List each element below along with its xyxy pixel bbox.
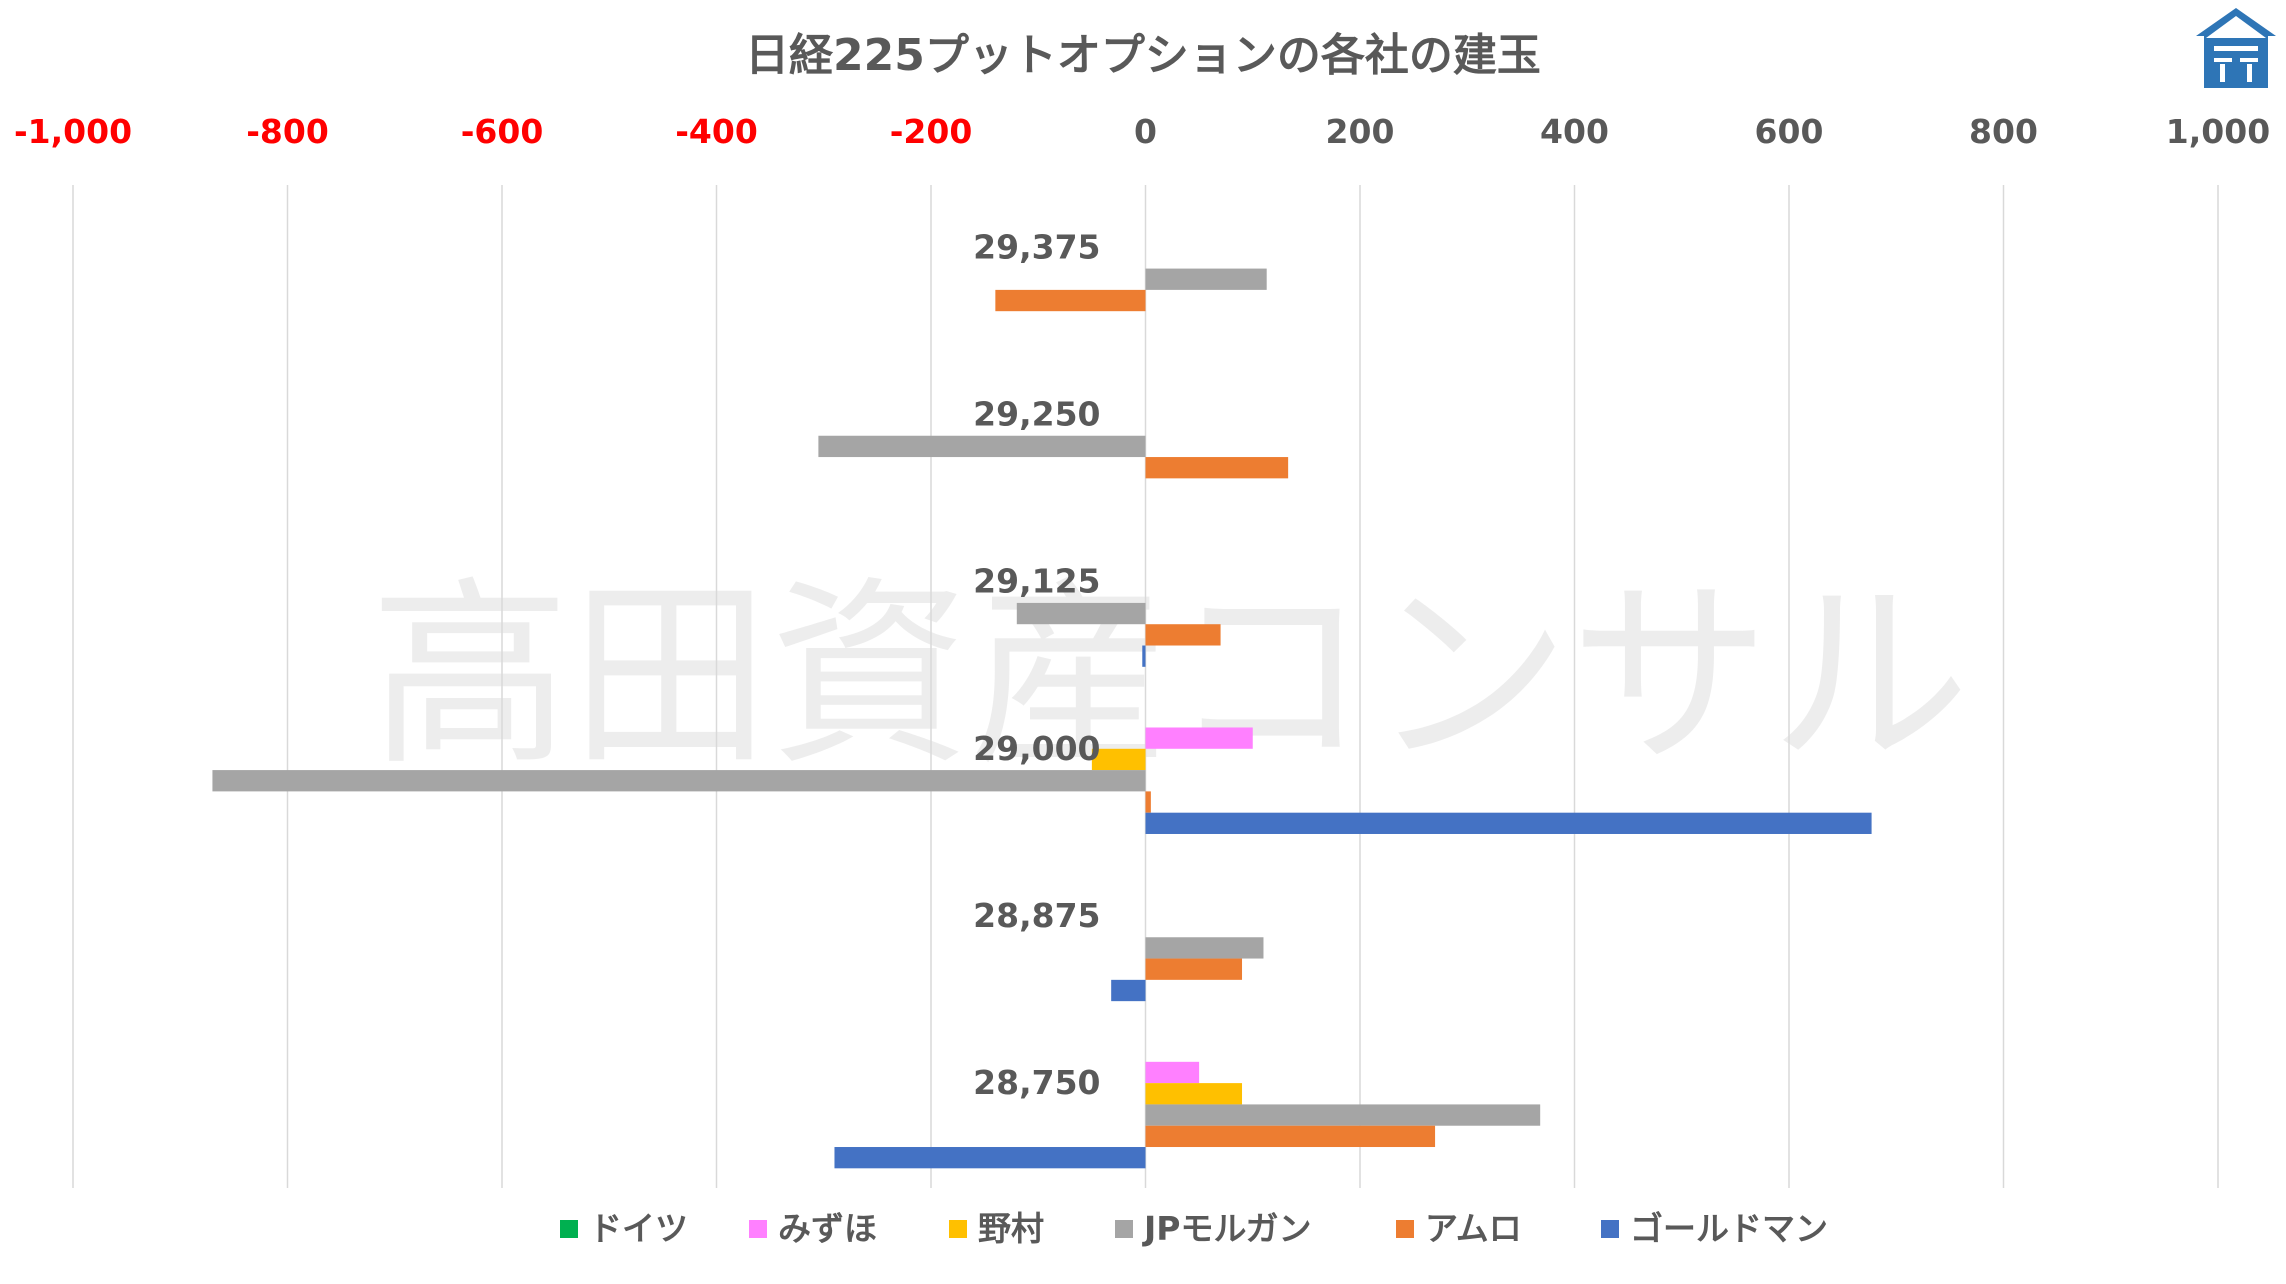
bar-アムロ xyxy=(1145,457,1289,479)
bar-みずほ xyxy=(1145,1061,1200,1084)
legend-item: 野村 xyxy=(949,1209,1044,1248)
bar-ゴールドマン xyxy=(1142,645,1146,667)
gridlines xyxy=(72,185,2219,1188)
x-tick-label: -200 xyxy=(890,112,973,151)
bar-野村 xyxy=(1091,748,1146,771)
category-label: 29,000 xyxy=(973,729,1100,768)
x-tick-label: 0 xyxy=(1134,112,1157,151)
bar-アムロ xyxy=(995,289,1146,312)
legend-swatch xyxy=(560,1220,578,1238)
legend-item: ゴールドマン xyxy=(1601,1209,1828,1248)
legend-label: みずほ xyxy=(778,1209,877,1248)
bar-JPモルガン xyxy=(1145,937,1264,959)
x-tick-label: 200 xyxy=(1326,112,1395,151)
bar-アムロ xyxy=(1145,791,1151,813)
legend-item: アムロ xyxy=(1396,1209,1522,1248)
bar-みずほ xyxy=(1145,727,1253,749)
bar-ゴールドマン xyxy=(1145,812,1872,834)
bar-野村 xyxy=(1145,1083,1243,1105)
x-tick-label: 800 xyxy=(1969,112,2038,151)
bar-JPモルガン xyxy=(212,770,1146,792)
category-labels: 29,375 29,250 29,125 29,000 28,875 28,750 xyxy=(973,227,1100,1102)
bars xyxy=(212,268,1872,1169)
legend-swatch xyxy=(1601,1220,1619,1238)
category-label: 29,250 xyxy=(973,394,1100,433)
x-tick-label: -400 xyxy=(675,112,758,151)
category-label: 29,375 xyxy=(973,227,1100,266)
bar-JPモルガン xyxy=(1016,602,1146,625)
x-tick-label: -600 xyxy=(461,112,544,151)
legend-swatch xyxy=(1115,1220,1133,1238)
legend-swatch xyxy=(1396,1220,1414,1238)
category-label: 28,875 xyxy=(973,896,1100,935)
legend: ドイツ みずほ 野村 JPモルガン アムロ ゴールドマン xyxy=(560,1209,1828,1248)
chart-title: 日経225プットオプションの各社の建玉 xyxy=(745,30,1541,81)
x-tick-label: -800 xyxy=(246,112,329,151)
legend-item: JPモルガン xyxy=(1115,1209,1311,1248)
legend-label: アムロ xyxy=(1425,1209,1522,1248)
logo-icon xyxy=(2196,8,2276,88)
x-axis-ticks: -1,000 -800 -600 -400 -200 0 200 400 600 800 1,000 xyxy=(14,112,2270,151)
legend-swatch xyxy=(749,1220,767,1238)
x-tick-label: -1,000 xyxy=(14,112,132,151)
category-label: 29,125 xyxy=(973,562,1100,601)
category-label: 28,750 xyxy=(973,1063,1100,1102)
bar-JPモルガン xyxy=(1145,268,1267,290)
legend-label: ドイツ xyxy=(589,1209,688,1248)
x-tick-label: 1,000 xyxy=(2166,112,2270,151)
legend-item: みずほ xyxy=(749,1209,877,1248)
bar-ゴールドマン xyxy=(834,1147,1146,1169)
bar-アムロ xyxy=(1145,958,1243,980)
bar-JPモルガン xyxy=(818,435,1146,458)
bar-JPモルガン xyxy=(1145,1104,1541,1126)
legend-label: JPモルガン xyxy=(1142,1209,1311,1248)
bar-アムロ xyxy=(1145,624,1221,646)
legend-swatch xyxy=(949,1220,967,1238)
legend-item: ドイツ xyxy=(560,1209,688,1248)
legend-label: 野村 xyxy=(978,1209,1044,1248)
x-tick-label: 600 xyxy=(1755,112,1824,151)
bar-ゴールドマン xyxy=(1111,979,1146,1002)
x-tick-label: 400 xyxy=(1540,112,1609,151)
bar-アムロ xyxy=(1145,1125,1436,1148)
legend-label: ゴールドマン xyxy=(1630,1209,1828,1248)
watermark: 高田資産コンサル xyxy=(370,560,1970,793)
